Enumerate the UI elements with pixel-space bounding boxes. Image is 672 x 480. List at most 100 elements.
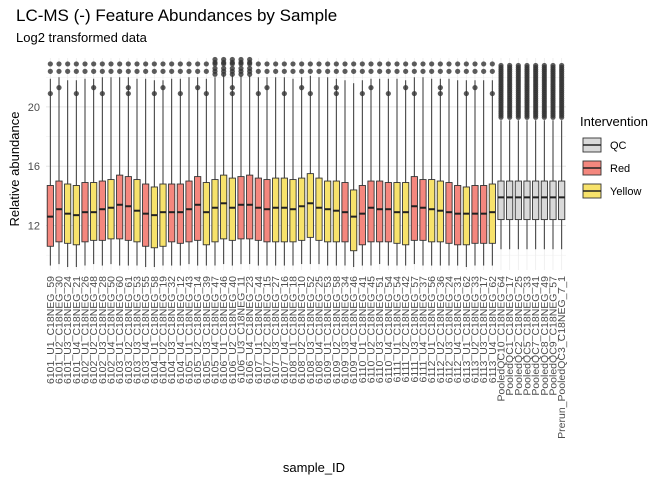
outlier-point <box>273 61 279 67</box>
outlier-point <box>498 62 504 69</box>
box-body <box>263 179 271 243</box>
legend-item: Yellow <box>582 183 641 199</box>
sample-box <box>488 61 496 266</box>
outlier-point <box>550 62 556 69</box>
sample-box <box>523 62 531 250</box>
x-tick-label: 6104_U2_C18NEG_19 <box>158 276 170 384</box>
sample-box <box>64 61 72 268</box>
y-axis-ticks: 12 16 20 <box>28 102 40 233</box>
outlier-point <box>420 68 426 74</box>
x-tick-label: 6104_U4_C18NEG_12 <box>175 276 187 384</box>
box-body <box>532 180 540 221</box>
outlier-point <box>169 68 175 74</box>
outlier-point <box>125 90 131 97</box>
box-body <box>185 180 193 243</box>
outlier-point <box>481 61 487 67</box>
sample-box <box>72 61 80 268</box>
box-body <box>124 176 132 241</box>
outlier-point <box>56 85 62 91</box>
outlier-point <box>541 62 547 69</box>
outlier-point <box>446 61 452 67</box>
outlier-point <box>411 90 417 97</box>
x-tick-label: 6106_U3_C18NEG_11 <box>236 276 248 383</box>
sample-box <box>107 61 115 265</box>
box-body <box>549 180 557 221</box>
outlier-point <box>47 68 53 74</box>
outlier-point <box>333 61 339 67</box>
sample-box <box>445 61 453 266</box>
outlier-point <box>195 68 201 74</box>
sample-box <box>540 62 548 250</box>
x-tick-label: 6107_U3_C18NEG_27 <box>270 276 282 384</box>
outlier-point <box>385 90 391 97</box>
outlier-point <box>203 90 209 97</box>
box-body <box>176 183 184 244</box>
outlier-point <box>342 68 348 74</box>
box-body <box>150 186 158 249</box>
x-tick-label: 6103_U3_C18NEG_53 <box>132 276 144 384</box>
outlier-point <box>429 68 435 74</box>
outlier-point <box>229 71 235 77</box>
x-tick-label: 6110_U3_C18NEG_51 <box>374 276 386 383</box>
sample-box <box>116 61 124 266</box>
box-body <box>350 189 358 252</box>
outlier-point <box>281 68 287 74</box>
x-tick-label: 6111_U1_C18NEG_54 <box>392 276 404 383</box>
outlier-point <box>203 68 209 74</box>
x-tick-label: 6101_U3_C18NEG_24 <box>62 276 74 384</box>
sample-box <box>419 61 427 266</box>
outlier-point <box>437 90 443 97</box>
x-tick-label: 6107_U1_C18NEG_44 <box>253 276 265 384</box>
legend: Intervention QC Red Yellow <box>580 114 648 199</box>
outlier-point <box>411 68 417 74</box>
outlier-point <box>82 61 88 67</box>
sample-box <box>410 61 418 265</box>
sample-box <box>367 61 375 266</box>
outlier-point <box>73 61 79 67</box>
outlier-point <box>377 61 383 67</box>
outlier-point <box>316 61 322 67</box>
outlier-point <box>134 68 140 74</box>
outlier-point <box>377 68 383 74</box>
sample-box <box>150 61 158 268</box>
outlier-point <box>134 61 140 67</box>
x-tick-label: 6105_U4_C18NEG_47 <box>210 276 222 384</box>
x-tick-label: 6113_U4_C18NEG_62 <box>487 276 499 383</box>
legend-label: QC <box>610 140 627 152</box>
sample-box <box>558 62 566 250</box>
x-tick-label: 6113_U1_C18NEG_62 <box>461 276 473 383</box>
outlier-point <box>247 71 253 77</box>
sample-box <box>272 61 280 266</box>
outlier-point <box>99 68 105 74</box>
outlier-point <box>56 68 62 74</box>
x-tick-label: PooledQC10_C18NEG_64 <box>496 276 508 402</box>
outlier-point <box>264 68 270 74</box>
sample-box <box>254 61 262 266</box>
sample-box <box>90 61 98 265</box>
outlier-point <box>385 68 391 74</box>
x-tick-label: 6105_U3_C18NEG_39 <box>201 276 213 384</box>
outlier-point <box>221 71 227 77</box>
box-body <box>246 174 254 240</box>
x-tick-label: PooledQC7_C18NEG_41 <box>530 276 542 396</box>
outlier-point <box>342 61 348 67</box>
x-tick-label: 6107_U2_C18NEG_15 <box>262 276 274 384</box>
x-axis-ticks: 6101_U1_C18NEG_596101_U2_C18NEG_306101_U… <box>45 276 568 439</box>
x-tick-label: 6109_U4_C18NEG_46 <box>348 276 360 384</box>
sample-box <box>228 56 236 266</box>
x-tick-label: 6109_U1_C18NEG_53 <box>322 276 334 384</box>
box-body <box>272 177 280 243</box>
outlier-point <box>437 85 443 91</box>
boxplot-series <box>46 56 566 268</box>
outlier-point <box>221 56 227 63</box>
x-tick-label: 6102_U4_C18NEG_50 <box>106 276 118 384</box>
outlier-point <box>281 90 287 97</box>
box-body <box>402 182 410 246</box>
x-tick-label: PooledQC1_C18NEG_17 <box>504 276 516 396</box>
outlier-point <box>65 61 71 67</box>
sample-box <box>194 61 202 266</box>
x-tick-label: 6111_U2_C18NEG_42 <box>400 276 412 383</box>
x-tick-label: 6102_U1_C18NEG_26 <box>80 276 92 384</box>
sample-box <box>289 61 297 266</box>
x-tick-label: 6106_U1_C18NEG_46 <box>218 276 230 384</box>
